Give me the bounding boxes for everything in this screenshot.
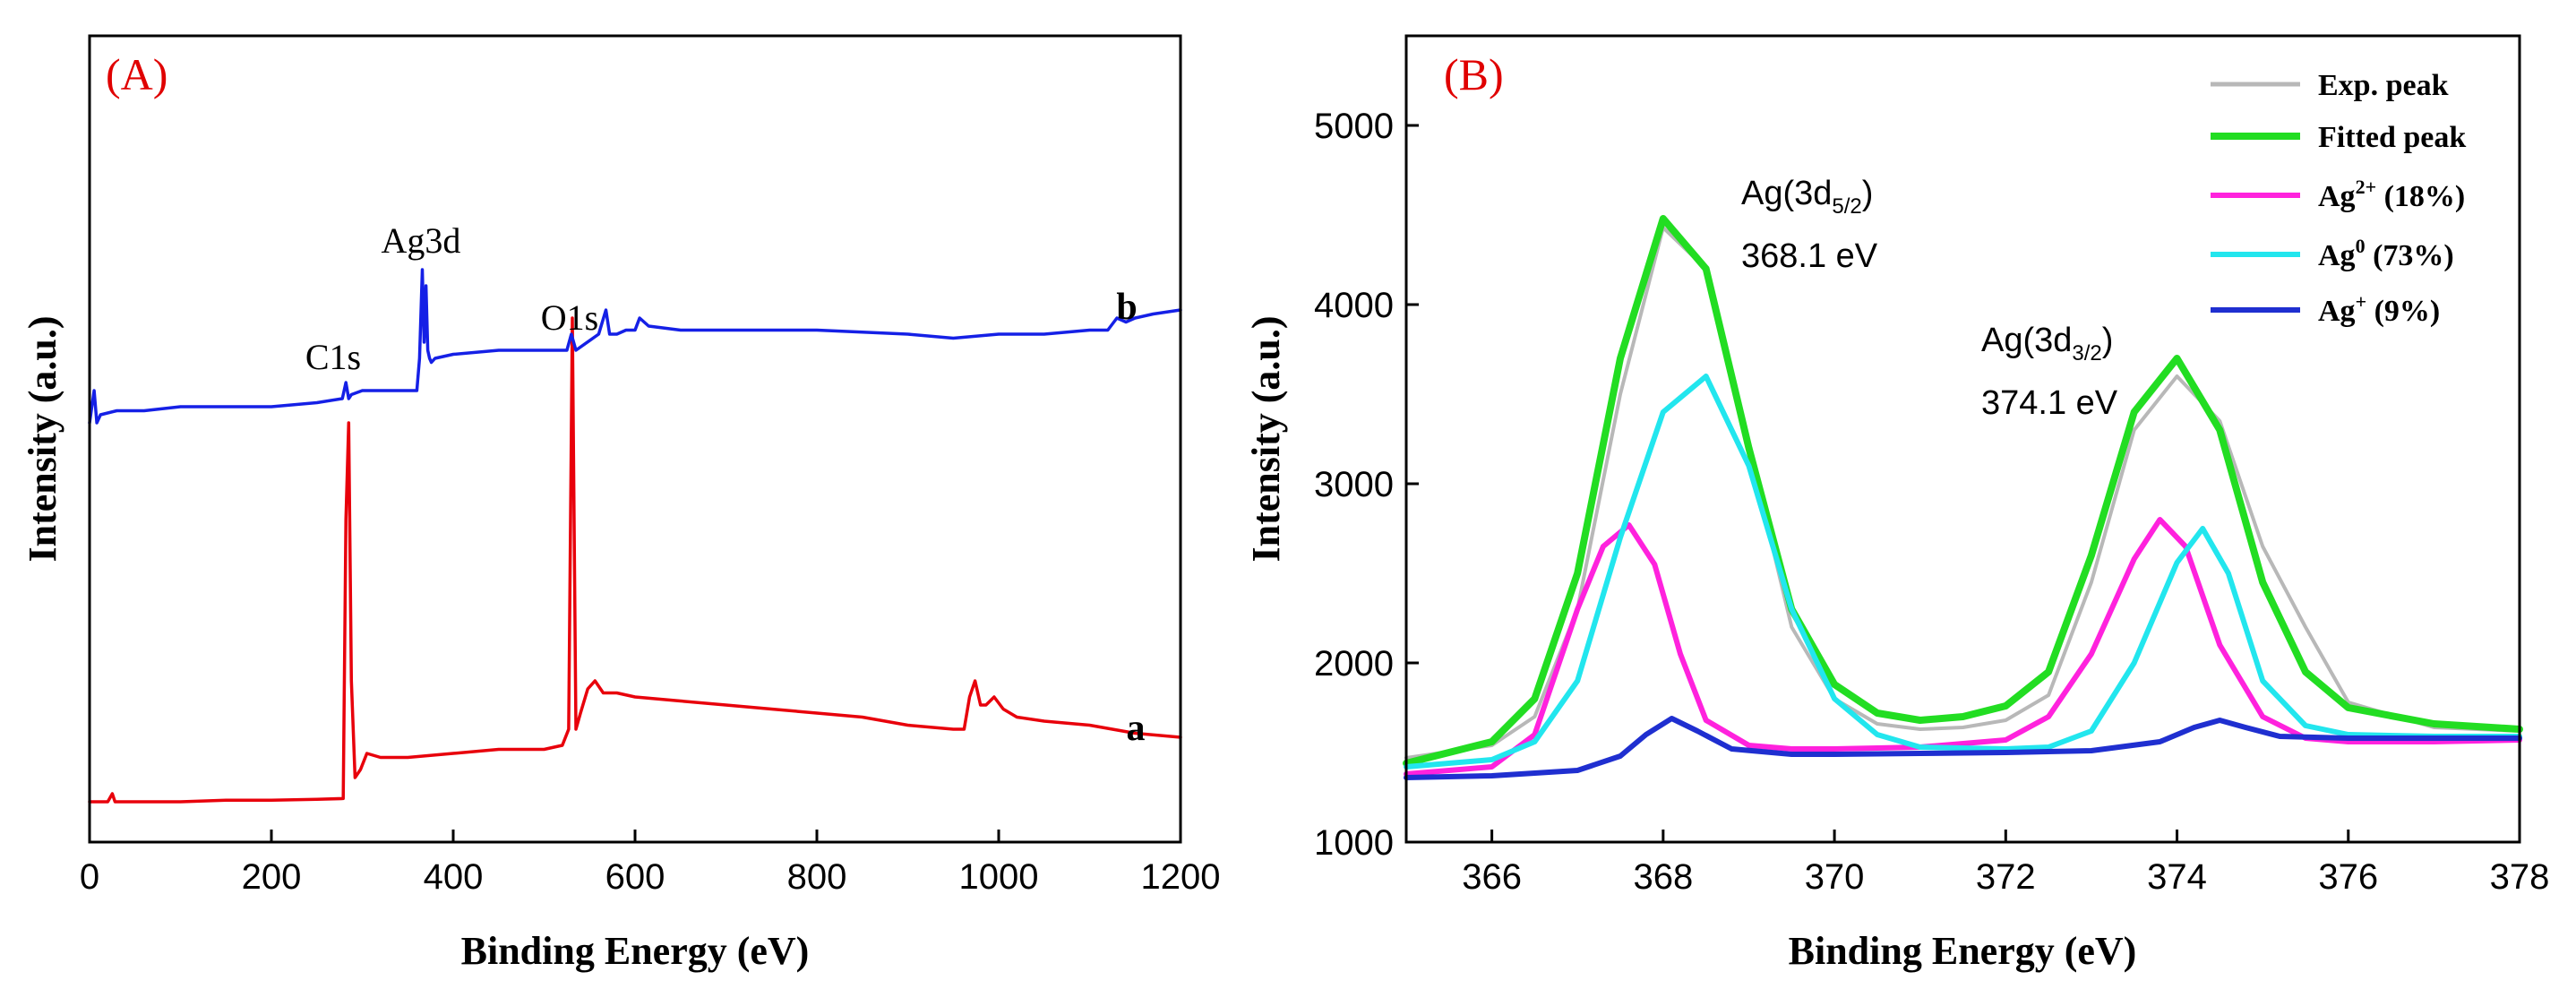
panel-b-y-tick-label: 3000 [1314, 465, 1394, 504]
panel-a-x-tick-label: 1200 [1141, 857, 1221, 897]
panel-a: (A) 0 200 400 600 800 1000 1200 C1s Ag3d O1s b… [21, 34, 1221, 973]
panel-a-series [88, 268, 1182, 804]
panel-b-series-exp-peak [1404, 226, 2521, 760]
panel-b: (B) 366 368 370 372 374 376 378 1000 2000 3000 400… [1244, 34, 2549, 973]
annotation-ag3d32-close: ) [2102, 322, 2114, 359]
panel-b-y-tick-label: 5000 [1314, 107, 1394, 146]
panel-b-y-tick-label: 2000 [1314, 644, 1394, 684]
annotation-ag3d32-sub: 3/2 [2072, 341, 2101, 366]
annotation-ag3d: Ag3d [382, 220, 461, 261]
panel-b-x-tick-label: 366 [1462, 857, 1522, 897]
annotation-ag3d52-sub: 5/2 [1832, 194, 1861, 219]
legend-ag0-rest: (73%) [2366, 239, 2454, 272]
annotation-energy-374: 374.1 eV [1981, 384, 2118, 422]
legend-label-fitted-peak: Fitted peak [2318, 121, 2466, 154]
legend-label-exp-peak: Exp. peak [2318, 69, 2449, 102]
legend-ag2plus-rest: (18%) [2376, 180, 2465, 213]
panel-b-legend: Exp. peak Fitted peak Ag2+ (18%) Ag0 (73… [2211, 69, 2466, 328]
annotation-o1s: O1s [541, 297, 598, 338]
series-b-label: b [1116, 287, 1137, 328]
annotation-ag3d52-text: Ag(3d [1741, 175, 1832, 212]
panel-a-y-axis-title: Intensity (a.u.) [21, 315, 64, 562]
panel-a-label: (A) [106, 49, 167, 99]
legend-ag2plus-sup: 2+ [2356, 176, 2377, 198]
panel-a-x-tick-label: 0 [80, 857, 99, 897]
annotation-c1s: C1s [305, 337, 361, 377]
panel-b-x-tick-label: 378 [2490, 857, 2550, 897]
panel-b-y-tick-label: 1000 [1314, 823, 1394, 863]
legend-ag0-sup: 0 [2356, 235, 2366, 257]
panel-b-x-axis-title: Binding Energy (eV) [1789, 929, 2137, 973]
panel-b-ticks: 366 368 370 372 374 376 378 1000 2000 3000 4000 500… [1314, 107, 2549, 897]
panel-b-x-tick-label: 372 [1976, 857, 2036, 897]
panel-b-y-axis-title: Intensity (a.u.) [1244, 315, 1288, 562]
legend-agplus-sup: + [2356, 290, 2367, 313]
panel-a-x-tick-label: 400 [424, 857, 484, 897]
panel-b-label: (B) [1444, 49, 1504, 99]
legend-label-ag2plus: Ag2+ (18%) [2318, 176, 2465, 213]
panel-a-series-a [88, 316, 1182, 804]
panel-b-x-tick-label: 368 [1633, 857, 1693, 897]
panel-a-x-tick-label: 200 [242, 857, 302, 897]
panel-b-frame [1404, 34, 2521, 844]
legend-ag0-base: Ag [2318, 239, 2356, 272]
series-a-label: a [1127, 708, 1146, 749]
panel-a-x-tick-label: 800 [787, 857, 847, 897]
panel-a-x-axis-title: Binding Energy (eV) [461, 929, 810, 973]
panel-b-x-tick-label: 370 [1805, 857, 1865, 897]
legend-label-agplus: Ag+ (9%) [2318, 290, 2440, 328]
annotation-ag3d52-close: ) [1862, 175, 1874, 212]
annotation-ag3d32: Ag(3d3/2) [1981, 322, 2113, 366]
panel-b-series-ag-9 [1404, 716, 2522, 780]
panel-a-x-tick-label: 600 [605, 857, 665, 897]
panel-a-x-tick-label: 1000 [959, 857, 1039, 897]
panel-b-series-fitted-peak [1403, 215, 2523, 767]
annotation-ag3d32-text: Ag(3d [1981, 322, 2072, 359]
annotation-energy-368: 368.1 eV [1741, 237, 1878, 275]
panel-b-x-tick-label: 374 [2147, 857, 2207, 897]
legend-agplus-base: Ag [2318, 295, 2356, 328]
panel-a-series-b [88, 268, 1182, 425]
legend-ag2plus-base: Ag [2318, 180, 2356, 213]
panel-a-frame [88, 34, 1182, 844]
panel-b-series [1403, 215, 2523, 780]
legend-agplus-rest: (9%) [2366, 295, 2440, 328]
annotation-ag3d52: Ag(3d5/2) [1741, 175, 1873, 219]
panel-a-ticks: 0 200 400 600 800 1000 1200 [80, 830, 1221, 897]
legend-label-ag0: Ag0 (73%) [2318, 235, 2454, 272]
panel-b-y-tick-label: 4000 [1314, 286, 1394, 325]
panel-b-series-ag0-73 [1404, 374, 2522, 770]
panel-b-x-tick-label: 376 [2318, 857, 2378, 897]
